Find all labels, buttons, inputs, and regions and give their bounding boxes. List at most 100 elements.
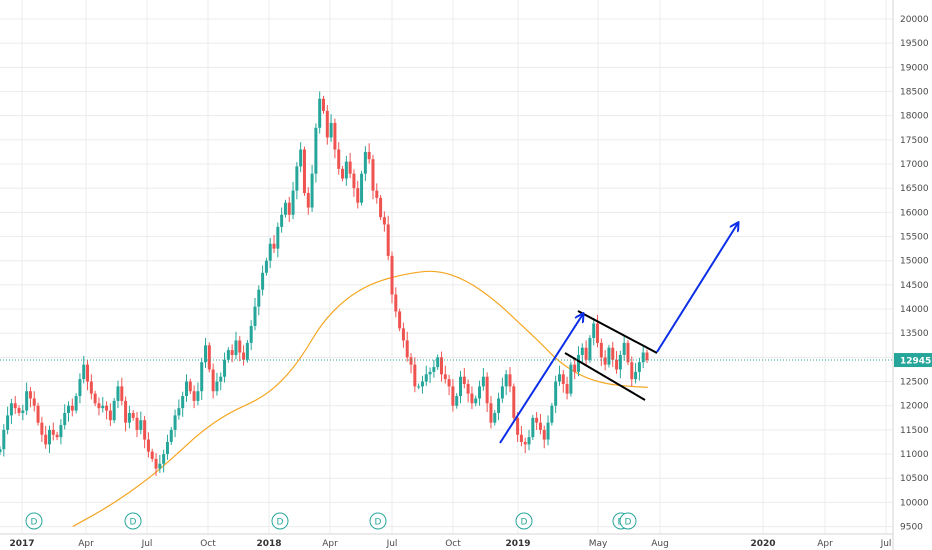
candle — [592, 317, 596, 346]
candle — [554, 375, 558, 413]
candle — [318, 91, 322, 134]
last-price-value: 12945 — [900, 357, 931, 367]
candle — [211, 363, 215, 399]
candle — [177, 399, 181, 420]
dividend-marker-label: D — [31, 518, 38, 528]
candle — [242, 345, 246, 366]
channel-lower-line[interactable] — [564, 352, 646, 401]
candle — [344, 155, 348, 186]
y-tick-label: 12000 — [900, 402, 929, 412]
candle — [13, 396, 17, 414]
dividend-marker[interactable]: D — [619, 512, 637, 530]
candle — [196, 382, 200, 406]
candle — [295, 162, 299, 200]
candle — [108, 403, 112, 427]
candle — [32, 391, 36, 412]
candle — [139, 411, 143, 435]
candle — [557, 365, 561, 386]
candle — [634, 363, 638, 384]
candle — [436, 354, 440, 370]
candle — [124, 396, 128, 432]
candle — [314, 123, 318, 183]
x-tick-label: May — [589, 539, 608, 549]
candle — [299, 142, 303, 173]
candle — [432, 359, 436, 378]
candle — [55, 431, 59, 441]
candle — [584, 340, 588, 366]
candle — [603, 350, 607, 371]
candle — [204, 338, 208, 369]
grid-lines — [0, 0, 893, 534]
candle — [86, 360, 90, 391]
x-tick-label: 2019 — [505, 539, 530, 549]
candle — [63, 404, 67, 430]
candle — [596, 314, 600, 348]
candle — [493, 410, 497, 426]
y-tick-label: 9500 — [900, 523, 923, 533]
y-tick-label: 11500 — [900, 426, 929, 436]
candle — [184, 374, 188, 402]
arrow-impulse[interactable] — [499, 314, 583, 444]
x-tick-label: Oct — [445, 539, 461, 549]
candle — [466, 379, 470, 403]
ma-path — [72, 270, 648, 528]
drawing-annotations[interactable] — [499, 223, 738, 444]
candle — [287, 196, 291, 223]
channel-upper-line[interactable] — [577, 310, 658, 354]
candle — [573, 358, 577, 380]
y-tick-label: 19000 — [900, 63, 929, 73]
candle — [626, 339, 630, 366]
last-price-label: 12945 — [894, 353, 932, 368]
candle — [500, 377, 504, 403]
arrow-target[interactable] — [656, 223, 738, 353]
candle — [2, 424, 6, 457]
dividend-marker[interactable]: D — [271, 512, 289, 530]
candle — [439, 351, 443, 382]
candle — [291, 181, 295, 220]
candle — [253, 297, 257, 331]
candle — [379, 194, 383, 221]
candle — [622, 335, 626, 361]
y-tick-label: 16000 — [900, 208, 929, 218]
candle — [74, 393, 78, 414]
candle — [337, 142, 341, 175]
candle — [188, 378, 192, 395]
y-axis-tick-labels: 9500100001050011000115001200012500130001… — [900, 15, 929, 533]
candle — [405, 331, 409, 362]
candle — [386, 215, 390, 261]
candle — [367, 143, 371, 164]
candle — [371, 154, 375, 200]
candle — [116, 380, 120, 409]
candle — [249, 320, 253, 351]
candle — [333, 118, 337, 159]
candle — [401, 322, 405, 348]
x-tick-label: 2020 — [750, 539, 775, 549]
candle — [146, 432, 150, 458]
candle — [310, 164, 314, 212]
candle — [302, 146, 306, 196]
candle — [375, 183, 379, 204]
dividend-marker[interactable]: D — [369, 512, 387, 530]
dividend-marker[interactable]: D — [515, 512, 533, 530]
candle — [67, 401, 71, 422]
dividend-marker-label: D — [375, 518, 382, 528]
x-tick-label: Apr — [817, 539, 833, 549]
dividend-marker[interactable]: D — [25, 512, 43, 530]
dividend-markers[interactable]: DDDDDDD — [25, 512, 637, 530]
candle — [101, 397, 105, 413]
y-tick-label: 11000 — [900, 450, 929, 460]
dividend-marker[interactable]: D — [124, 512, 142, 530]
candle — [200, 357, 204, 400]
candle — [173, 409, 177, 438]
candle — [363, 146, 367, 181]
candle — [443, 365, 447, 384]
x-axis-tick-labels: 2017 Apr Jul Oct 2018 Apr Jul Oct 2019 May Aug 2020… — [9, 539, 891, 549]
candle — [158, 455, 162, 473]
candle — [21, 404, 25, 421]
candle — [413, 357, 417, 393]
y-tick-label: 15000 — [900, 257, 929, 267]
candle — [154, 453, 158, 476]
candle — [641, 345, 645, 369]
y-tick-label: 10500 — [900, 474, 929, 484]
